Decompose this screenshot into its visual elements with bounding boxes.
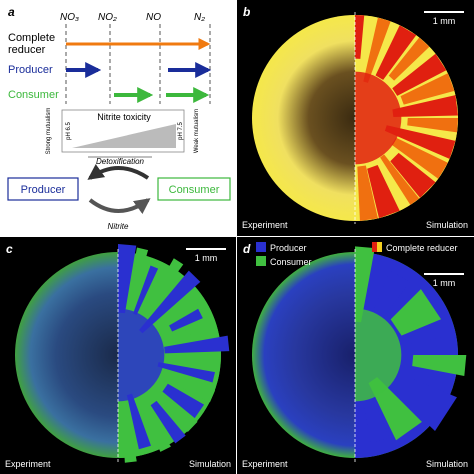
sim-sector (368, 377, 422, 441)
sim-sector (126, 393, 152, 450)
sim-sector (367, 165, 400, 219)
column-label: NO₂ (98, 12, 117, 23)
sim-sector (400, 73, 455, 105)
sim-sector (142, 258, 184, 316)
sim-sector (392, 53, 447, 96)
sim-sector (392, 95, 458, 118)
toxicity-left: Strong mutualism (46, 108, 52, 155)
sim-sector (125, 247, 149, 316)
sim-sector (397, 377, 457, 431)
panel-label: a (8, 5, 15, 19)
ph-high: pH 7.5 (178, 122, 184, 140)
sim-sector (169, 308, 203, 332)
panel-label: d (243, 242, 251, 256)
legend-label: Complete reducer (386, 243, 458, 253)
cycle-arrow (87, 164, 150, 180)
left-label: Experiment (5, 459, 51, 469)
sim-sector (118, 244, 137, 314)
sim-sector (363, 17, 391, 83)
sim-sector (153, 289, 203, 329)
panel-label: b (243, 5, 250, 19)
toxicity-right: Weak mutualism (194, 109, 200, 153)
sim-core (118, 308, 165, 402)
right-label: Simulation (426, 459, 468, 469)
sim-sector (380, 154, 420, 205)
row-label: Producer (8, 64, 53, 76)
sim-sector (390, 152, 436, 198)
sim-sector (391, 137, 448, 179)
sim-sector (133, 388, 171, 452)
sim-sector (133, 265, 159, 315)
cycle-arrow (88, 198, 151, 215)
sim-sector (407, 118, 458, 133)
legend-label: Producer (270, 243, 307, 253)
scale-label: 1 mm (195, 253, 218, 263)
sim-sector (400, 316, 453, 346)
legend-label: Consumer (270, 257, 312, 267)
column-label: NO₃ (60, 12, 79, 23)
colony (15, 244, 230, 463)
legend-swatch (256, 256, 266, 266)
sim-sector (139, 270, 201, 334)
sim-sector (355, 246, 375, 323)
producer-box (7, 177, 79, 201)
sim-sector (390, 289, 442, 336)
row-label: Consumer (8, 89, 59, 101)
left-label: Experiment (242, 459, 288, 469)
row-label: Complete reducer (8, 32, 56, 56)
ph-low: pH 6.5 (66, 122, 72, 140)
cycle-producer: Producer (21, 184, 66, 196)
column-label: N₂ (194, 12, 205, 23)
sim-sector (149, 385, 198, 432)
sim-sector (157, 355, 216, 364)
cycle-nitrite: Nitrite (108, 222, 129, 231)
toxicity-title: Nitrite toxicity (97, 112, 151, 122)
sim-sector (412, 355, 467, 376)
legend-swatch (256, 242, 266, 252)
sim-sector (157, 362, 215, 383)
scale-label: 1 mm (433, 16, 456, 26)
sim-core (355, 308, 402, 402)
sim-sector (367, 270, 411, 329)
stage-lines (65, 24, 211, 104)
sim-sector (157, 321, 212, 344)
consumer-box (157, 177, 231, 201)
detox-label: Detoxification (96, 157, 145, 166)
panel-label: c (6, 242, 13, 256)
left-label: Experiment (242, 220, 288, 230)
sim-sector (357, 165, 378, 221)
sim-sector (355, 15, 365, 59)
sim-sector (388, 37, 430, 81)
scale-label: 1 mm (433, 278, 456, 288)
sim-sector (162, 383, 205, 419)
sim-sector (151, 368, 216, 403)
colony (252, 15, 458, 221)
cycle-consumer: Consumer (169, 184, 220, 196)
sim-sector (375, 25, 417, 80)
sim-sector (384, 125, 456, 159)
legend-swatch (377, 242, 382, 252)
toxicity-box (61, 109, 185, 153)
right-label: Simulation (426, 220, 468, 230)
legend-swatch (372, 242, 377, 252)
sim-sector (164, 335, 230, 354)
column-label: NO (146, 12, 161, 23)
right-label: Simulation (189, 459, 231, 469)
divider (117, 12, 356, 462)
sim-sector (150, 400, 186, 444)
sim-sector (121, 412, 137, 463)
toxicity-triangle (72, 124, 176, 148)
sim-core (355, 71, 402, 165)
